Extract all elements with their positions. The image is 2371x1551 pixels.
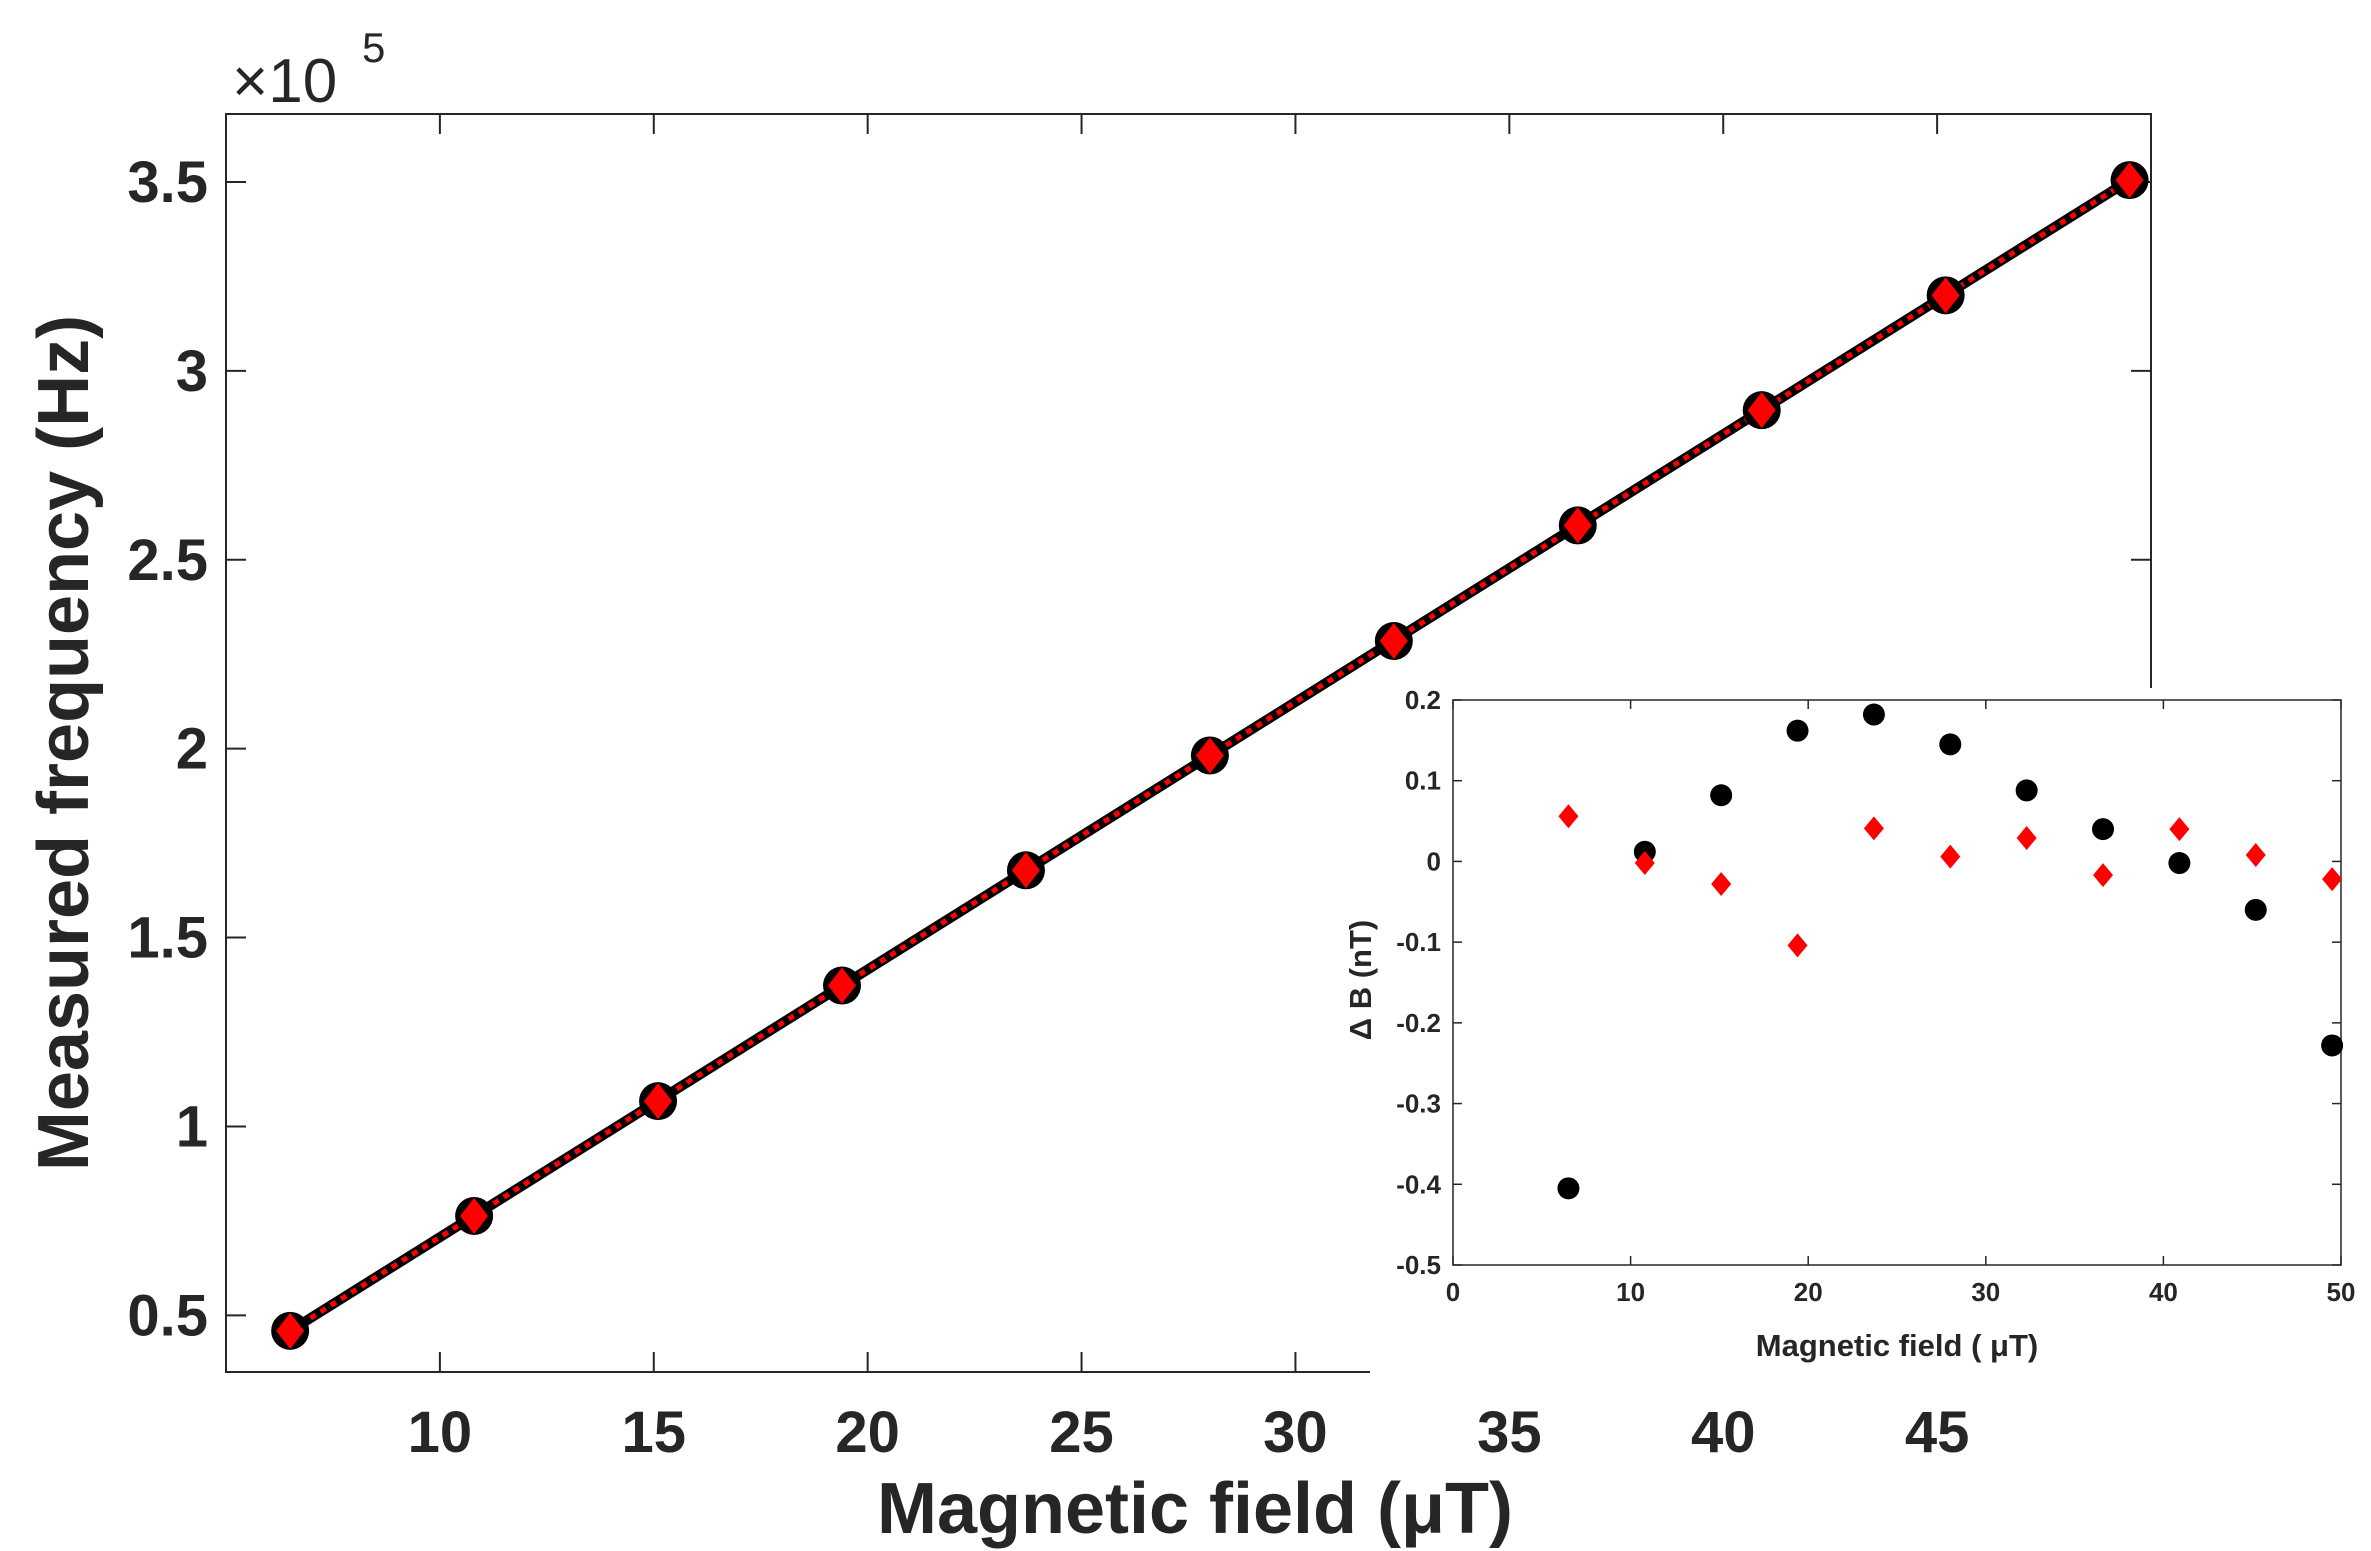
inset-diamond-point xyxy=(1940,844,1961,869)
inset-ticks xyxy=(1452,699,2342,1266)
main-x-axis-label: Magnetic field (μT) xyxy=(877,1469,1513,1549)
inset-circle-point xyxy=(2168,852,2191,875)
inset-circle-point xyxy=(2092,818,2115,841)
inset-y-tick-label: -0.4 xyxy=(1396,1169,1441,1199)
main-x-tick-label: 25 xyxy=(1049,1400,1114,1465)
inset-markers xyxy=(1557,703,2344,1200)
inset-x-tick-label: 20 xyxy=(1794,1277,1823,1307)
main-diamond-point xyxy=(460,1197,489,1234)
main-diamond-point xyxy=(1563,507,1592,544)
main-y-axis-label: Measured frequency (Hz) xyxy=(24,315,104,1171)
inset-circle-point xyxy=(1939,733,1962,756)
inset-circle-point xyxy=(2244,898,2267,921)
inset-diamond-point xyxy=(2322,867,2343,892)
inset-y-tick-label: -0.3 xyxy=(1396,1089,1441,1119)
inset-y-tick-label: 0 xyxy=(1427,846,1441,876)
main-diamond-point xyxy=(1931,277,1960,314)
main-y-tick-label: 3.5 xyxy=(127,150,208,215)
main-x-tick-label: 30 xyxy=(1263,1400,1328,1465)
main-diamond-point xyxy=(828,967,856,1004)
main-y-tick-label: 1.5 xyxy=(127,906,208,971)
main-diamond-point xyxy=(644,1083,673,1120)
inset-y-axis-label: Δ B (nT) xyxy=(1343,920,1378,1040)
inset-background xyxy=(1370,688,2371,1396)
inset-diamond-point xyxy=(2169,817,2190,842)
inset-y-tick-label: -0.1 xyxy=(1396,927,1441,957)
inset-x-tick-label: 40 xyxy=(2149,1277,2178,1307)
main-diamond-point xyxy=(1011,852,1040,889)
main-y-tick-label: 1 xyxy=(176,1094,208,1159)
main-markers xyxy=(271,161,2149,1350)
inset-diamond-point xyxy=(2093,863,2114,888)
inset-diamond-point xyxy=(2245,842,2266,867)
inset-x-tick-label: 10 xyxy=(1616,1277,1645,1307)
inset-circle-point xyxy=(1710,784,1733,807)
main-y-tick-label: 2 xyxy=(176,717,208,782)
inset-diamond-point xyxy=(1558,804,1579,829)
inset-diamond-point xyxy=(1787,933,1808,958)
main-x-tick-label: 20 xyxy=(835,1400,900,1465)
main-diamond-point xyxy=(2115,162,2144,199)
inset-x-tick-label: 0 xyxy=(1446,1277,1460,1307)
main-y-tick-label: 3 xyxy=(176,339,208,404)
main-x-tick-label: 10 xyxy=(408,1400,473,1465)
main-diamond-point xyxy=(1195,737,1224,774)
inset-diamond-point xyxy=(1863,816,1884,841)
main-x-tick-label: 45 xyxy=(1905,1400,1970,1465)
inset-diamond-point xyxy=(2016,826,2037,851)
inset-x-tick-label: 50 xyxy=(2327,1277,2356,1307)
main-tick-labels: 10 15 20 25 30 35 40 45 0.5 1 1.5 2 2.5 3 3.5 xyxy=(127,150,1969,1465)
inset-circle-point xyxy=(2015,779,2038,802)
y-exponent-power: 5 xyxy=(362,24,385,71)
y-exponent-base: ×10 xyxy=(232,47,337,116)
inset-y-tick-label: 0.2 xyxy=(1405,685,1441,715)
main-diamond-point xyxy=(276,1312,305,1349)
inset-circle-point xyxy=(1557,1177,1580,1200)
main-x-tick-label: 40 xyxy=(1691,1400,1756,1465)
inset-x-tick-label: 30 xyxy=(1971,1277,2000,1307)
inset-circle-point xyxy=(1786,719,1809,742)
inset-y-tick-label: -0.5 xyxy=(1396,1250,1441,1280)
inset-y-tick-label: 0.1 xyxy=(1405,766,1441,796)
inset-circle-point xyxy=(1862,703,1885,726)
main-x-tick-label: 35 xyxy=(1477,1400,1542,1465)
inset-axes-frame xyxy=(1452,699,2342,1266)
inset-tick-labels: 0 10 20 30 40 50 -0.5 -0.4 -0.3 -0.2 -0.1 0 0.1 0.2 xyxy=(1396,685,2355,1307)
inset-y-tick-label: -0.2 xyxy=(1396,1008,1441,1038)
main-y-tick-label: 2.5 xyxy=(127,528,208,593)
inset-diamond-point xyxy=(1634,851,1655,876)
main-y-tick-label: 0.5 xyxy=(127,1283,208,1348)
main-diamond-point xyxy=(1379,623,1408,659)
inset-circle-point xyxy=(2321,1034,2344,1057)
main-diamond-point xyxy=(1747,392,1776,429)
inset-diamond-point xyxy=(1711,872,1732,897)
main-x-tick-label: 15 xyxy=(622,1400,687,1465)
inset-x-axis-label: Magnetic field ( μT) xyxy=(1756,1328,2038,1363)
